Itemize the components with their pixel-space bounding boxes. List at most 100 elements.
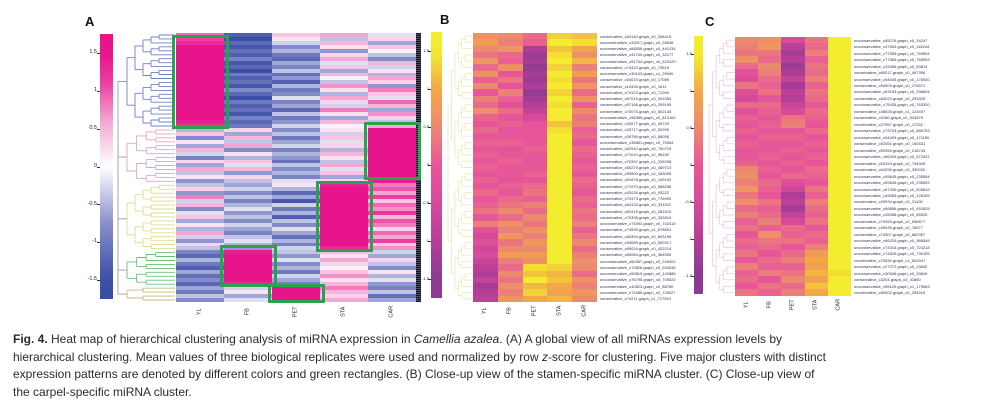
- heatmap-row: [473, 189, 597, 196]
- heatmap-row: [176, 84, 416, 89]
- heatmap-cell-STA: [804, 218, 828, 225]
- heatmap-cell-STA: [804, 121, 828, 128]
- heatmap-cell-FB: [224, 297, 272, 302]
- heatmap-cell-STA: [804, 56, 828, 63]
- heatmap-row: [473, 183, 597, 190]
- heatmap-cell-STA: [547, 58, 573, 65]
- heatmap-cell-PET: [781, 224, 805, 232]
- heatmap-cell-FB: [758, 69, 782, 76]
- heatmap-cell-PET: [522, 183, 548, 190]
- heatmap-cell-FB: [497, 139, 523, 146]
- heatmap-cell-FB: [224, 293, 272, 298]
- row-label: unconservative_c59645.graph_c0_235594: [854, 173, 930, 179]
- heatmap-cell-STA: [547, 89, 573, 96]
- heatmap-cell-CAR: [368, 68, 416, 73]
- heatmap-cell-FB: [224, 36, 272, 41]
- heatmap-row: [176, 214, 416, 219]
- heatmap-row: [176, 72, 416, 77]
- heatmap-cell-CAR: [368, 202, 416, 207]
- heatmap-row: [176, 206, 416, 211]
- heatmap-row: [176, 52, 416, 57]
- row-label: unconservative_c54429.graph_c0_171180: [854, 134, 930, 140]
- heatmap-cell-STA: [547, 276, 573, 283]
- heatmap-row: [473, 126, 597, 133]
- heatmap-cell-PET: [781, 172, 805, 180]
- heatmap-cell-STA: [804, 282, 828, 290]
- heatmap-row: [473, 139, 597, 146]
- heatmap-cell-CAR: [827, 250, 852, 257]
- colorbar-tick-label: -0.5: [87, 200, 97, 207]
- colorbar-tick-label: 0: [413, 163, 429, 167]
- colorbar-tick-label: -1.5: [685, 272, 692, 278]
- heatmap-cell-CAR: [572, 270, 597, 277]
- heatmap-cell-YL: [176, 84, 224, 89]
- heatmap-cell-CAR: [368, 56, 416, 61]
- row-label: conservative_c64255.graph_c0_330032: [854, 167, 926, 173]
- heatmap-cell-CAR: [572, 120, 597, 127]
- heatmap-cell-YL: [176, 163, 224, 168]
- heatmap-row: [176, 116, 416, 120]
- heatmap-cell-PET: [781, 88, 805, 96]
- heatmap-row: [473, 270, 597, 277]
- heatmap-cell-YL: [176, 289, 224, 294]
- heatmap-cell-FB: [497, 214, 523, 221]
- heatmap-cell-PET: [781, 269, 805, 277]
- heatmap-cell-CAR: [572, 208, 597, 215]
- heatmap-cell-YL: [176, 56, 224, 61]
- heatmap-row: [176, 131, 416, 136]
- heatmap-cell-CAR: [368, 214, 416, 219]
- heatmap-cell-PET: [781, 263, 805, 270]
- heatmap-cell-PET: [522, 245, 548, 252]
- heatmap-cell-YL: [735, 198, 759, 206]
- heatmap-cell-YL: [735, 121, 759, 128]
- heatmap-cell-STA: [320, 286, 368, 290]
- heatmap-cell-PET: [781, 179, 805, 186]
- heatmap-cell-FB: [497, 239, 523, 246]
- heatmap-cell-FB: [497, 133, 523, 140]
- heatmap-cell-PET: [272, 96, 320, 101]
- heatmap-cell-PET: [781, 134, 805, 141]
- heatmap-cell-PET: [272, 52, 320, 57]
- heatmap-row: [735, 185, 852, 193]
- heatmap-cell-STA: [804, 237, 828, 244]
- heatmap-cell-YL: [176, 199, 224, 203]
- heatmap-cell-YL: [735, 185, 759, 193]
- heatmap-cell-CAR: [572, 239, 597, 246]
- heatmap-cell-FB: [224, 159, 272, 164]
- heatmap-row: [473, 170, 597, 177]
- heatmap-row: [473, 33, 597, 40]
- heatmap-cell-CAR: [368, 76, 416, 81]
- heatmap-cell-CAR: [368, 258, 416, 263]
- heatmap-cell-CAR: [368, 84, 416, 89]
- heatmap-cell-FB: [224, 123, 272, 128]
- heatmap-cell-PET: [272, 44, 320, 49]
- heatmap-cell-STA: [804, 244, 828, 251]
- heatmap-cell-YL: [735, 159, 759, 167]
- heatmap-cell-STA: [547, 170, 573, 177]
- heatmap-cell-YL: [473, 226, 498, 233]
- colorbar-tick-label: -0.5: [422, 200, 429, 205]
- heatmap-row: [735, 179, 852, 186]
- heatmap-cell-YL: [176, 68, 224, 73]
- heatmap-cell-YL: [735, 244, 759, 251]
- row-label: unconservative_c74385.graph_c0_729027: [600, 289, 676, 295]
- heatmap-cell-CAR: [368, 44, 416, 49]
- heatmap-cell-CAR: [368, 246, 416, 251]
- heatmap-cell-YL: [473, 70, 498, 77]
- colorbar-tick-label: 1: [93, 87, 97, 94]
- heatmap-cell-YL: [735, 172, 759, 180]
- heatmap-cell-YL: [735, 153, 759, 160]
- heatmap-row: [176, 258, 416, 263]
- heatmap-row: [176, 44, 416, 49]
- heatmap-cell-STA: [320, 199, 368, 203]
- heatmap-cell-PET: [522, 233, 548, 240]
- heatmap-cell-CAR: [368, 40, 416, 45]
- heatmap-cell-CAR: [572, 170, 597, 177]
- heatmap-cell-CAR: [572, 214, 597, 221]
- heatmap-cell-PET: [272, 175, 320, 180]
- heatmap-cell-YL: [473, 195, 498, 202]
- heatmap-cell-YL: [735, 62, 759, 70]
- heatmap-cell-FB: [224, 135, 272, 140]
- heatmap-row: [473, 108, 597, 115]
- cluster-highlight-box-FB: [220, 244, 277, 288]
